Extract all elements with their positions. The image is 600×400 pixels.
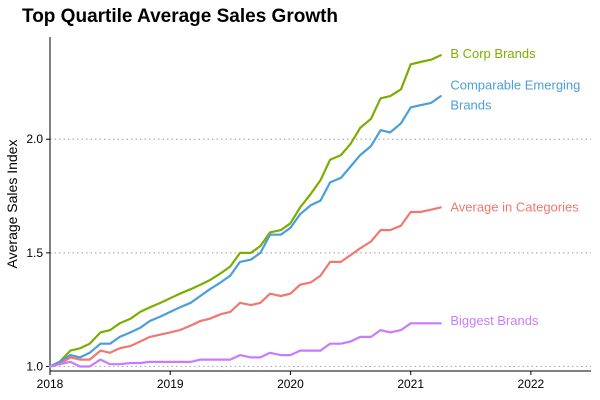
y-axis-label: Average Sales Index (4, 140, 20, 269)
chart-title: Top Quartile Average Sales Growth (22, 6, 339, 27)
series-labels: B Corp Brands Comparable Emerging Brands Av… (450, 46, 580, 328)
series-lines (48, 54, 442, 368)
y-tick-label: 1.0 (26, 359, 43, 373)
y-tick-label: 2.0 (26, 132, 43, 146)
x-tick-label: 2022 (518, 377, 545, 391)
series-line-2 (48, 206, 442, 368)
series-line-1 (48, 94, 442, 368)
series-line-3 (48, 322, 442, 368)
series-label: Brands (450, 98, 492, 113)
y-tick-label: 1.5 (26, 246, 43, 260)
series-label: Average in Categories (450, 199, 579, 214)
series-label: B Corp Brands (450, 46, 536, 61)
x-tick-label: 2019 (157, 377, 184, 391)
series-label: Biggest Brands (450, 313, 539, 328)
gridlines (50, 138, 591, 368)
x-tick-label: 2021 (397, 377, 424, 391)
x-tick-label: 2018 (37, 377, 64, 391)
axes: 1.0 1.5 2.0 2018 2019 2020 2021 2022 Average Sal… (4, 37, 591, 391)
series-line-0 (48, 54, 442, 368)
x-tick-label: 2020 (277, 377, 304, 391)
series-label: Comparable Emerging (450, 78, 580, 93)
